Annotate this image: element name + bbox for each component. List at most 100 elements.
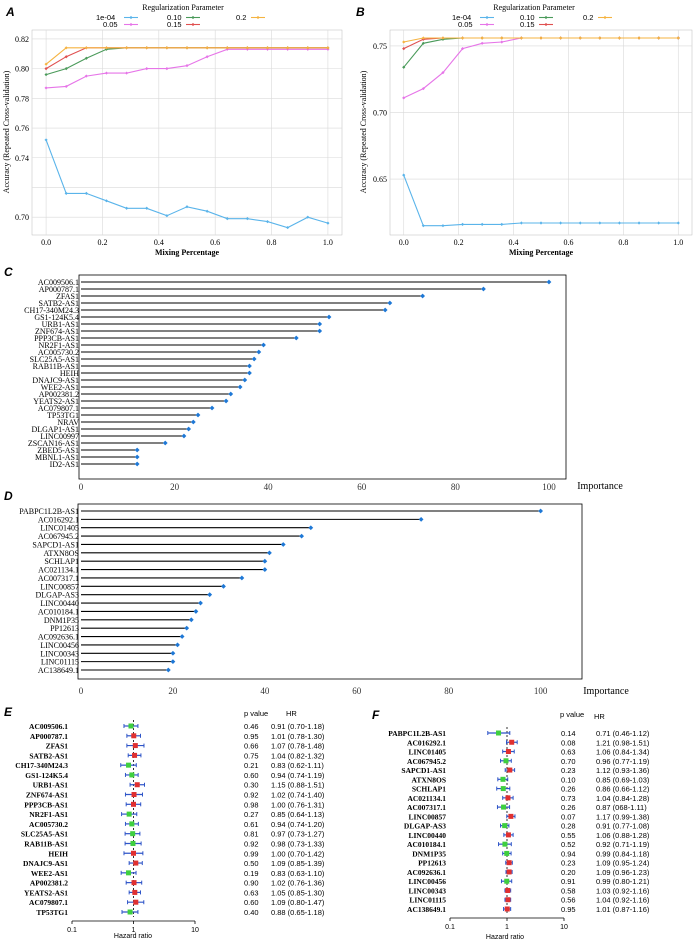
panel-b-legend-marker (485, 15, 489, 20)
panel-b-legend-marker (544, 15, 548, 20)
panel-f-category-label: AC138649.1 (407, 905, 446, 914)
panel-c-xlabel: Importance (577, 481, 623, 492)
panel-a-data-point (44, 72, 48, 77)
panel-e-category-label: URB1-AS1 (33, 781, 69, 790)
panel-c-xtick-label: 60 (357, 482, 367, 492)
panel-d-bar-diamond (193, 609, 199, 614)
panel-b-data-point (617, 36, 622, 40)
panel-e-hr-point (133, 899, 139, 905)
panel-f-pvalue: 0.58 (561, 886, 576, 895)
panel-d-category-label: SCHLAP1 (44, 557, 79, 566)
panel-b-legend-title: Regularization Parameter (493, 3, 575, 12)
panel-c-bar-diamond (237, 384, 243, 390)
panel-f-hr-label: 1.03 (0.92-1.16) (596, 886, 650, 895)
panel-f-plot: 0.1 1 10 PABPC1L2B-AS1 0.14 0.71 (0.46-1.12) A… (388, 727, 650, 931)
panel-c: C 0 20 40 60 80 100AC009506.1AP000787.1ZFAS1S… (4, 265, 623, 492)
panel-e-hr-label: 1.09 (0.85-1.39) (271, 859, 325, 868)
panel-b-legend: 1e-04 0.10 0.2 0.05 0.15 (452, 13, 612, 29)
panel-f-hr-point (502, 841, 508, 847)
panel-a-legend-label: 0.05 (103, 20, 118, 29)
panel-b-xtick-label: 0.2 (454, 238, 464, 247)
panel-e-hr-label: 1.02 (0.74-1.40) (271, 791, 325, 800)
panel-a-legend-marker (191, 15, 195, 20)
panel-f-pvalue: 0.23 (561, 859, 576, 868)
panel-c-category-label: ZNF674-AS1 (35, 327, 79, 336)
panel-c-category-label: LINC00997 (40, 432, 79, 441)
panel-c-bar-diamond (326, 314, 332, 320)
panel-e-category-label: HEIH (48, 849, 68, 858)
panel-b-data-point (657, 36, 661, 40)
panel-b-xtick-label: 0.4 (509, 238, 519, 247)
panel-e-hr-label: 1.15 (0.88-1.51) (271, 781, 325, 790)
panel-f-pvalue: 0.26 (561, 803, 576, 812)
panel-e-hr-point (131, 850, 136, 856)
panel-f-pvalue: 0.56 (561, 896, 576, 905)
panel-e-pvalue: 0.19 (244, 869, 259, 878)
panel-a-data-point (64, 84, 68, 89)
panel-f-hr-label: 0.86 (0.66-1.12) (596, 785, 650, 794)
panel-e-hr-point (134, 782, 140, 788)
panel-f-category-label: PP12613 (418, 859, 446, 868)
panel-a-data-point (64, 55, 68, 59)
panel-c-bar-diamond (382, 307, 388, 313)
panel-b-ytick-label: 0.75 (373, 42, 387, 51)
panel-a-data-point (185, 64, 189, 68)
panel-b-data-point (441, 224, 445, 228)
panel-a-data-point (225, 217, 229, 221)
panel-d-category-label: LINC00343 (40, 649, 79, 658)
panel-b-data-point (441, 70, 445, 75)
panel-b-data-point (578, 221, 582, 225)
panel-f-category-label: AC092636.1 (407, 868, 446, 877)
panel-f-hr-label: 0.96 (0.77-1.19) (596, 757, 650, 766)
panel-e-pvalue: 0.95 (244, 732, 259, 741)
panel-e-pvalue: 0.66 (244, 742, 259, 751)
panel-e-hr-label: 1.02 (0.76-1.36) (271, 879, 325, 888)
panel-b-ylabel: Accuracy (Repeated Cross-validation) (359, 70, 368, 193)
panel-f-hr-point (507, 767, 513, 773)
panel-d-category-label: AC021134.1 (38, 566, 79, 575)
panel-d-category-label: LINC00440 (40, 599, 79, 608)
panel-f-category-label: AC067945.2 (407, 757, 446, 766)
panel-c-frame (78, 274, 567, 480)
panel-a-data-point (265, 220, 270, 224)
panel-c-bar-diamond (134, 461, 140, 467)
panel-a-ytick-label: 0.70 (15, 213, 29, 222)
panel-f-hr-point (496, 730, 502, 736)
panel-e-xlabel: Hazard ratio (114, 933, 152, 940)
panel-c-xtick-label: 0 (79, 482, 84, 492)
panel-c-category-label: SLC25A5-AS1 (30, 355, 79, 364)
panel-b-data-point (539, 221, 543, 225)
panel-c-bar-diamond (481, 286, 486, 292)
panel-c-bar-diamond (317, 328, 323, 334)
panel-c-xtick-label: 20 (170, 482, 180, 492)
panel-c-bar-diamond (420, 293, 426, 299)
panel-a-xlabel: Mixing Percentage (155, 248, 220, 257)
panel-b-data-point (421, 86, 425, 91)
panel-e-hr-label: 0.88 (0.65-1.18) (271, 908, 325, 917)
panel-f-pvalue: 0.07 (561, 812, 576, 821)
panel-d-bar-diamond (207, 592, 213, 598)
panel-d-category-label: PABPC1L2B-AS1 (19, 507, 79, 516)
panel-b-data-point (421, 224, 425, 228)
panel-b-data-point (598, 36, 602, 40)
panel-e-hr-label: 0.83 (0.63-1.10) (271, 869, 325, 878)
panel-c-bar-diamond (228, 391, 234, 397)
panel-c-category-label: AP002381.2 (39, 390, 79, 399)
panel-d-bar-diamond (280, 542, 286, 547)
panel-b-data-point (617, 221, 622, 225)
panel-f-hr-point (506, 860, 512, 866)
panel-f-category-label: LINC00456 (408, 877, 446, 886)
panel-b-data-point (676, 36, 680, 40)
panel-a-data-point (286, 46, 290, 50)
panel-a-legend: 1e-04 0.10 0.2 0.05 0.15 (96, 13, 265, 29)
panel-c-bar-diamond (134, 454, 140, 460)
panel-e-category-label: NR2F1-AS1 (29, 810, 68, 819)
panel-a-plot: 0.0 0.2 0.4 0.6 0.8 1.0 0.70 0.74 0.76 0.78 0.80 0.… (15, 30, 342, 247)
panel-b-data-point (559, 221, 563, 225)
panel-c-bar-diamond (134, 447, 140, 453)
panel-d-category-label: LINC00857 (40, 582, 79, 591)
panel-e-hr-label: 0.94 (0.74-1.20) (271, 820, 325, 829)
panel-c-category-label: YEATS2-AS1 (33, 397, 79, 406)
panel-e-pvalue: 0.61 (244, 820, 259, 829)
panel-b-data-point (402, 65, 406, 69)
